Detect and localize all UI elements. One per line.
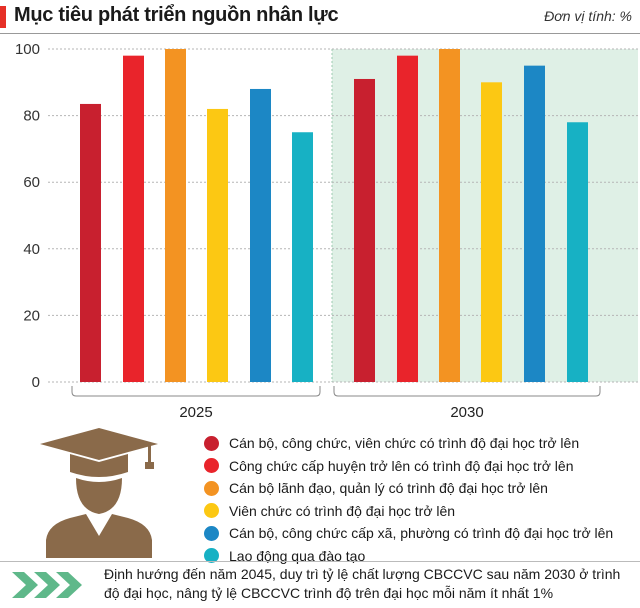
bar — [354, 78, 375, 382]
legend-label: Lao động qua đào tạo — [229, 547, 366, 564]
title-accent-bar — [0, 6, 6, 28]
x-category-label: 2025 — [179, 404, 212, 421]
legend-swatch — [204, 458, 219, 474]
legend-swatch — [204, 480, 219, 496]
legend-swatch — [204, 548, 219, 564]
y-tick-label: 80 — [23, 108, 40, 125]
bar — [80, 103, 101, 382]
legend-swatch — [204, 525, 219, 541]
footer-divider — [0, 561, 640, 562]
y-tick-label: 100 — [15, 41, 40, 58]
bar — [292, 132, 313, 382]
y-tick-label: 60 — [23, 174, 40, 191]
legend-item: Lao động qua đào tạo — [204, 545, 613, 568]
y-tick-label: 0 — [32, 374, 40, 391]
legend-item: Viên chức có trình độ đại học trở lên — [204, 500, 613, 523]
y-tick-label: 20 — [23, 307, 40, 324]
chart-title: Mục tiêu phát triển nguồn nhân lực — [14, 4, 339, 26]
bar — [123, 55, 144, 382]
legend-item: Cán bộ lãnh đạo, quản lý có trình độ đại… — [204, 477, 613, 500]
x-category-label: 2030 — [450, 404, 483, 421]
unit-label: Đơn vị tính: % — [544, 8, 632, 24]
bar — [439, 49, 460, 382]
header: Mục tiêu phát triển nguồn nhân lực Đơn v… — [0, 0, 640, 34]
legend-item: Cán bộ, công chức, viên chức có trình độ… — [204, 432, 613, 455]
bar — [165, 49, 186, 382]
legend-label: Cán bộ lãnh đạo, quản lý có trình độ đại… — [229, 480, 548, 497]
group-bracket — [333, 386, 601, 397]
chart-legend: Cán bộ, công chức, viên chức có trình độ… — [204, 432, 613, 567]
bar — [524, 65, 545, 383]
y-tick-label: 40 — [23, 241, 40, 258]
footnote: Định hướng đến năm 2045, duy trì tỷ lệ c… — [104, 566, 621, 601]
legend-label: Công chức cấp huyện trở lên có trình độ … — [229, 457, 574, 474]
legend-swatch — [204, 435, 219, 451]
legend-label: Cán bộ, công chức cấp xã, phường có trìn… — [229, 525, 614, 542]
legend-label: Viên chức có trình độ đại học trở lên — [229, 502, 456, 519]
legend-item: Công chức cấp huyện trở lên có trình độ … — [204, 455, 613, 478]
bar-chart: 0 20 40 60 80 100 2025 2030 — [15, 41, 638, 421]
graduate-icon — [40, 428, 158, 563]
legend-item: Cán bộ, công chức cấp xã, phường có trìn… — [204, 522, 613, 545]
bar — [250, 88, 271, 383]
header-divider — [0, 33, 640, 34]
bar — [397, 55, 418, 382]
double-chevron-icon — [12, 572, 92, 603]
legend-label: Cán bộ, công chức, viên chức có trình độ… — [229, 435, 580, 452]
legend-swatch — [204, 503, 219, 519]
bar — [567, 122, 588, 382]
bar — [207, 108, 228, 382]
group-bracket — [71, 386, 321, 397]
bar — [481, 82, 502, 383]
